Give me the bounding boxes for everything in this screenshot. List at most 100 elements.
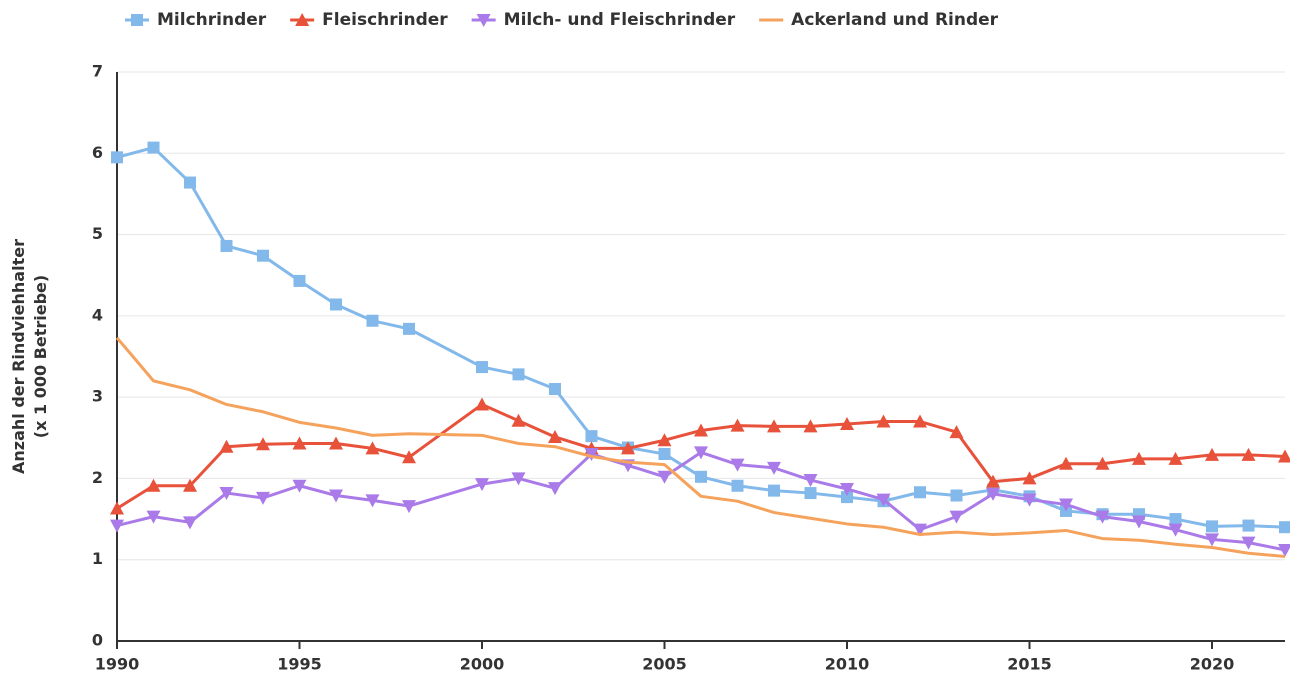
marker [986,487,1000,501]
marker [1241,447,1256,461]
x-tick-label: 2015 [1007,655,1052,674]
marker [511,472,526,486]
x-tick-label: 2000 [460,655,505,674]
series-line [116,450,1286,552]
marker [1278,543,1290,557]
legend-label: Fleischrinder [322,10,448,30]
y-tick-label: 0 [92,631,103,650]
marker [730,458,745,472]
marker [111,151,123,164]
marker [256,491,270,505]
marker [1205,533,1219,547]
marker [876,414,891,428]
marker [402,500,416,514]
y-axis-label-line: Anzahl der Rindviehhalter [9,239,28,474]
x-tick-label: 2020 [1190,655,1235,674]
marker [1206,520,1218,533]
marker [295,13,310,26]
marker [1059,456,1073,470]
marker [986,474,1000,488]
marker [146,510,161,524]
series-line [116,402,1286,510]
marker [1278,449,1290,463]
marker [1169,513,1182,526]
y-tick-label: 4 [92,305,103,324]
marker [1241,536,1256,550]
y-axis-label: Anzahl der Rindviehhalter (x 1 000 Betrie… [9,239,50,474]
marker [131,14,143,26]
marker [475,397,489,411]
marker [767,419,781,433]
marker [110,501,124,515]
marker [730,418,745,432]
series-line [116,146,1286,529]
marker [1205,447,1219,461]
y-axis-label-line: (x 1 000 Betriebe) [31,275,50,438]
marker [476,361,488,374]
marker [950,489,963,502]
marker [914,486,926,499]
marker [876,493,891,507]
marker [366,314,379,327]
marker [219,439,234,453]
marker [402,450,416,464]
marker [330,298,342,311]
y-tick-label: 6 [92,143,103,162]
marker [183,478,197,492]
y-tick-label: 1 [92,549,103,568]
y-tick-label: 3 [92,387,103,406]
marker [549,383,561,396]
marker [147,141,160,154]
y-tick-label: 2 [92,468,103,487]
marker [840,482,854,496]
marker [657,470,672,484]
marker [365,494,380,508]
marker [220,239,233,252]
marker [1279,521,1290,534]
marker [658,448,671,461]
y-tick-label: 5 [92,224,103,243]
marker [548,429,562,443]
marker [1022,471,1037,485]
marker [257,249,269,262]
series-line [115,336,1286,558]
marker [1168,451,1183,465]
marker [804,487,817,500]
marker [657,433,672,447]
marker [183,516,197,530]
x-tick-label: 1990 [95,655,140,674]
marker [511,413,526,427]
marker [256,437,270,451]
x-tick-label: 2010 [825,655,870,674]
marker [1168,523,1183,537]
legend-label: Milchrinder [157,10,267,30]
legend-label: Ackerland und Rinder [791,10,998,30]
marker [184,176,196,189]
marker [949,510,964,524]
marker [913,523,927,537]
marker [731,479,744,492]
legend: Milchrinder Fleischrinder Milch- und Fleis… [125,10,999,30]
marker [1132,515,1146,529]
marker [1095,456,1110,470]
legend-label: Milch- und Fleischrinder [504,10,736,30]
marker [803,474,818,488]
marker [219,487,234,501]
y-tick-label: 7 [92,62,103,81]
marker [548,482,562,496]
marker [621,441,635,455]
marker [1095,510,1110,524]
marker [292,436,307,450]
marker [695,470,707,483]
x-tick-label: 2005 [642,655,687,674]
marker [768,484,780,497]
marker [803,419,818,433]
marker [913,414,927,428]
marker [292,479,307,493]
marker [110,519,124,533]
marker [1022,493,1037,507]
marker [476,14,491,27]
marker [293,274,306,287]
marker [403,322,415,335]
